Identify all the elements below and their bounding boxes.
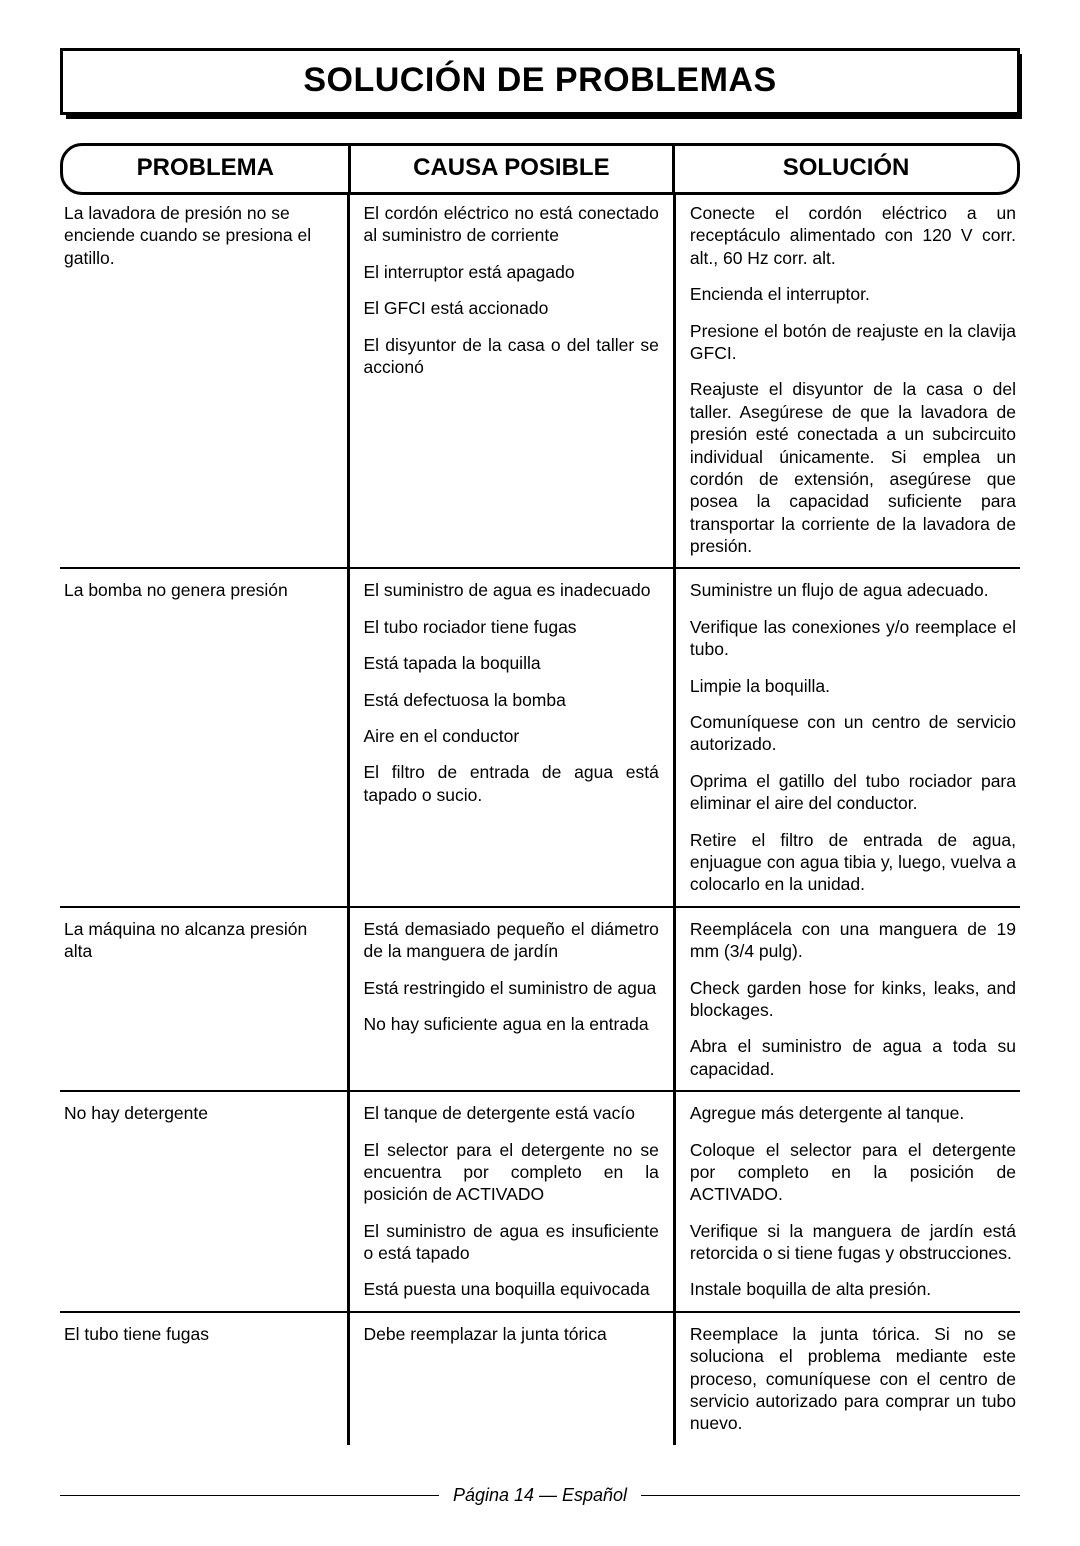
cause-text: Está puesta una boquilla equivocada — [364, 1278, 659, 1300]
page-title: SOLUCIÓN DE PROBLEMAS — [60, 48, 1020, 115]
cause-text: Aire en el conductor — [364, 725, 659, 747]
cause-text: Está restringido el suministro de agua — [364, 977, 659, 999]
table-row: El tubo tiene fugas Debe reemplazar la ju… — [60, 1312, 1020, 1445]
cause-cell: El suministro de agua es inadecuado El tu… — [348, 568, 674, 906]
solution-cell: Reemplace la junta tórica. Si no se solu… — [674, 1312, 1020, 1445]
solution-text: Retire el filtro de entrada de agua, enj… — [690, 829, 1016, 896]
table-row: La lavadora de presión no se enciende cu… — [60, 192, 1020, 568]
solution-cell: Agregue más detergente al tanque. Coloque… — [674, 1091, 1020, 1312]
solution-text: Instale boquilla de alta presión. — [690, 1278, 1016, 1300]
solution-text: Abra el suministro de agua a toda su cap… — [690, 1035, 1016, 1080]
cause-text: El GFCI está accionado — [364, 297, 659, 319]
page-title-wrap: SOLUCIÓN DE PROBLEMAS — [60, 48, 1020, 115]
solution-text: Reajuste el disyuntor de la casa o del t… — [690, 378, 1016, 557]
solution-text: Limpie la boquilla. — [690, 675, 1016, 697]
solution-cell: Reemplácela con una manguera de 19 mm (3… — [674, 907, 1020, 1091]
cause-text: El suministro de agua es inadecuado — [364, 579, 659, 601]
cause-text: El suministro de agua es insuficiente o … — [364, 1220, 659, 1265]
solution-text: Verifique las conexiones y/o reemplace e… — [690, 616, 1016, 661]
troubleshooting-table: La lavadora de presión no se enciende cu… — [60, 192, 1020, 1445]
cause-text: No hay suficiente agua en la entrada — [364, 1013, 659, 1035]
problem-cell: La máquina no alcanza presión alta — [60, 907, 348, 1091]
cause-text: El tubo rociador tiene fugas — [364, 616, 659, 638]
solution-text: Encienda el interruptor. — [690, 283, 1016, 305]
solution-cell: Conecte el cordón eléctrico a un receptá… — [674, 192, 1020, 568]
problem-cell: El tubo tiene fugas — [60, 1312, 348, 1445]
cause-text: Está tapada la boquilla — [364, 652, 659, 674]
solution-text: Coloque el selector para el detergente p… — [690, 1139, 1016, 1206]
problem-cell: La bomba no genera presión — [60, 568, 348, 906]
header-cause: CAUSA POSIBLE — [349, 146, 673, 192]
cause-text: El disyuntor de la casa o del taller se … — [364, 334, 659, 379]
cause-text: El selector para el detergente no se enc… — [364, 1139, 659, 1206]
solution-text: Check garden hose for kinks, leaks, and … — [690, 977, 1016, 1022]
header-problem: PROBLEMA — [63, 146, 349, 192]
solution-text: Reemplácela con una manguera de 19 mm (3… — [690, 918, 1016, 963]
table-row: La máquina no alcanza presión alta Está d… — [60, 907, 1020, 1091]
solution-text: Conecte el cordón eléctrico a un receptá… — [690, 202, 1016, 269]
page-footer: Página 14 — Español — [60, 1485, 1020, 1506]
table-header: PROBLEMA CAUSA POSIBLE SOLUCIÓN — [60, 143, 1020, 195]
footer-text: Página 14 — Español — [439, 1485, 641, 1506]
solution-cell: Suministre un flujo de agua adecuado. Ver… — [674, 568, 1020, 906]
cause-cell: El cordón eléctrico no está conectado al… — [348, 192, 674, 568]
solution-text: Presione el botón de reajuste en la clav… — [690, 320, 1016, 365]
solution-text: Verifique si la manguera de jardín está … — [690, 1220, 1016, 1265]
cause-text: El interruptor está apagado — [364, 261, 659, 283]
problem-cell: La lavadora de presión no se enciende cu… — [60, 192, 348, 568]
cause-cell: Debe reemplazar la junta tórica — [348, 1312, 674, 1445]
cause-text: El cordón eléctrico no está conectado al… — [364, 202, 659, 247]
table-row: La bomba no genera presiónEl suministro … — [60, 568, 1020, 906]
cause-text: El filtro de entrada de agua está tapado… — [364, 761, 659, 806]
solution-text: Suministre un flujo de agua adecuado. — [690, 579, 1016, 601]
problem-cell: No hay detergente — [60, 1091, 348, 1312]
page: SOLUCIÓN DE PROBLEMAS PROBLEMA CAUSA POS… — [0, 0, 1080, 1546]
cause-cell: El tanque de detergente está vacío El sel… — [348, 1091, 674, 1312]
header-solution: SOLUCIÓN — [674, 146, 1017, 192]
cause-text: Está demasiado pequeño el diámetro de la… — [364, 918, 659, 963]
solution-text: Comuníquese con un centro de servicio au… — [690, 711, 1016, 756]
cause-text: El tanque de detergente está vacío — [364, 1102, 659, 1124]
footer-rule-right — [641, 1495, 1020, 1496]
solution-text: Agregue más detergente al tanque. — [690, 1102, 1016, 1124]
cause-cell: Está demasiado pequeño el diámetro de la… — [348, 907, 674, 1091]
solution-text: Oprima el gatillo del tubo rociador para… — [690, 770, 1016, 815]
cause-text: Está defectuosa la bomba — [364, 689, 659, 711]
cause-text: Debe reemplazar la junta tórica — [364, 1323, 659, 1345]
solution-text: Reemplace la junta tórica. Si no se solu… — [690, 1323, 1016, 1435]
table-row: No hay detergenteEl tanque de detergente… — [60, 1091, 1020, 1312]
footer-rule-left — [60, 1495, 439, 1496]
